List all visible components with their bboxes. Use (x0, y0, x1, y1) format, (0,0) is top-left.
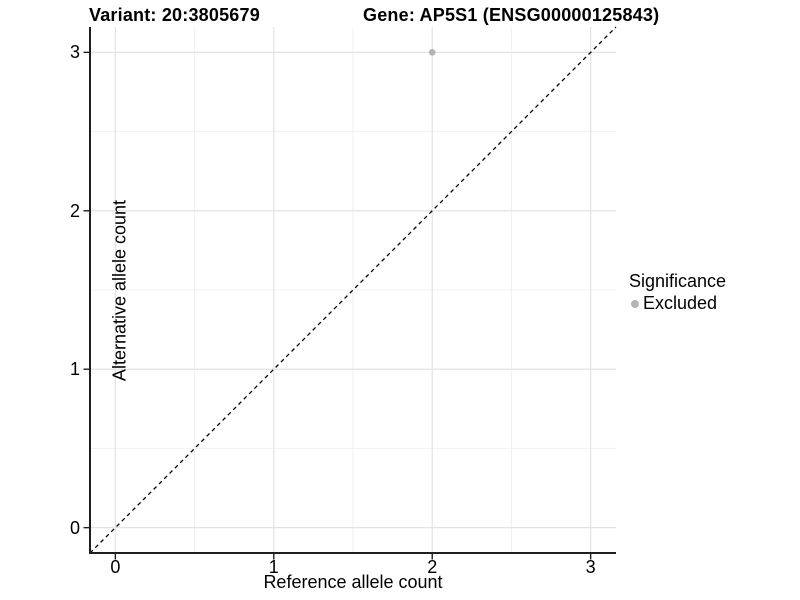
legend: Significance Excluded (629, 270, 726, 314)
y-tick-label: 0 (69, 517, 80, 538)
plot-title-gene: Gene: AP5S1 (ENSG00000125843) (363, 5, 660, 25)
y-axis-title: Alternative allele count (109, 199, 130, 382)
x-tick-label: 3 (585, 557, 596, 577)
x-tick-label: 1 (268, 557, 279, 577)
y-tick-label: 3 (69, 42, 80, 63)
y-tick-label: 2 (69, 200, 80, 221)
legend-entry-label: Excluded (643, 293, 718, 313)
legend-title: Significance (629, 271, 727, 291)
x-axis-title: Reference allele count (263, 572, 443, 592)
legend-point-icon (631, 299, 639, 308)
legend-entries: Excluded (629, 293, 726, 314)
x-tick-label: 0 (110, 557, 121, 577)
x-tick-label: 2 (427, 557, 438, 577)
plot-title-variant: Variant: 20:3805679 (89, 5, 260, 25)
y-tick-label: 1 (69, 359, 80, 380)
legend-entry: Excluded (629, 293, 726, 314)
